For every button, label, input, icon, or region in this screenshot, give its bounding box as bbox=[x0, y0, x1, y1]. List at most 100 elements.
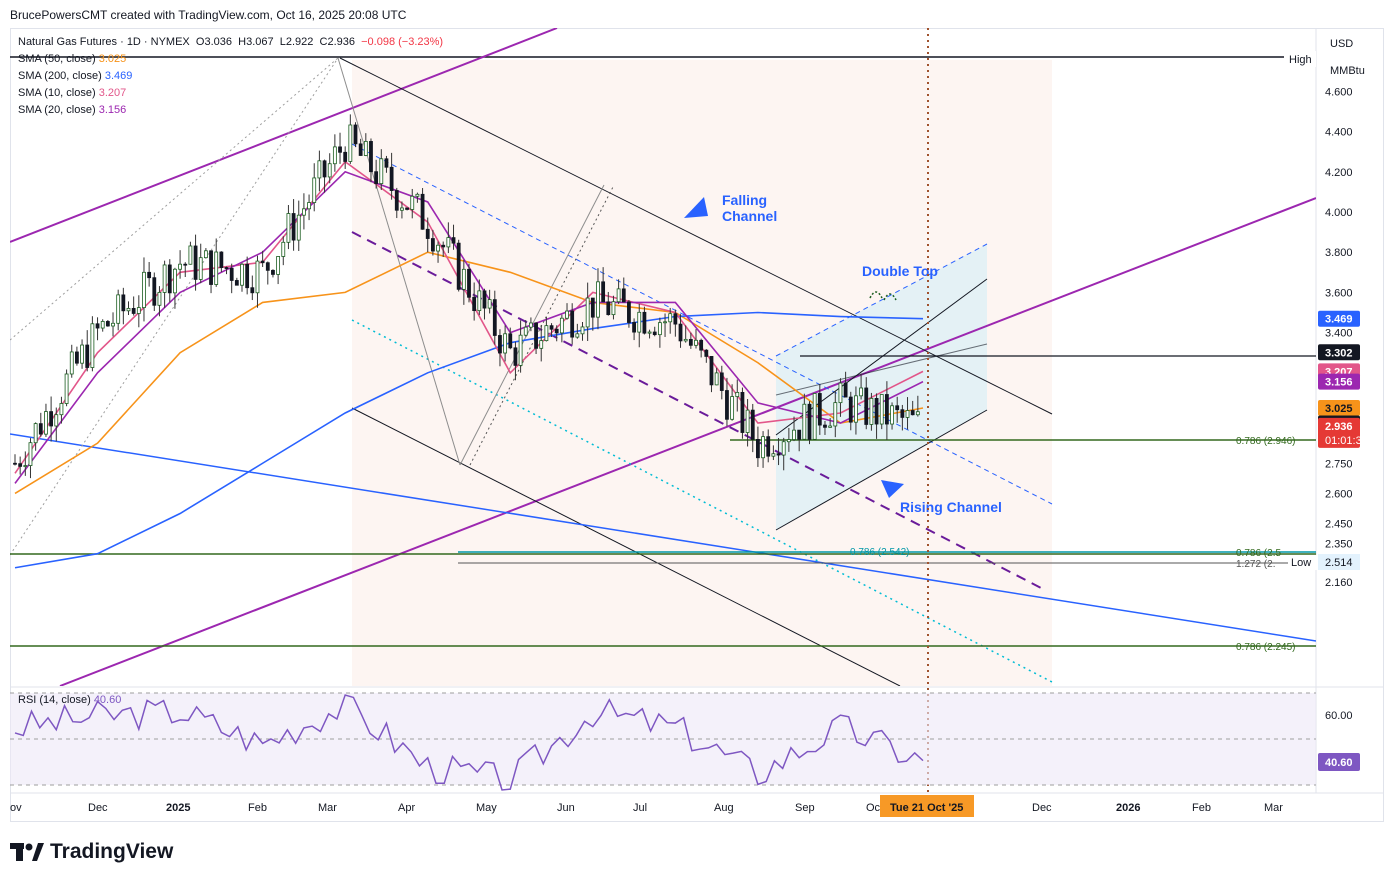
candle-body bbox=[823, 424, 827, 428]
falling-channel-midline bbox=[351, 231, 1046, 591]
time-tick-label: Oc bbox=[866, 802, 881, 814]
rsi-legend[interactable]: RSI (14, close) 40.60 bbox=[18, 694, 121, 706]
rsi-label: RSI (14, close) bbox=[18, 694, 91, 706]
indicator-sma50[interactable]: SMA (50, close) 3.025 bbox=[18, 51, 443, 68]
candle-body bbox=[621, 288, 626, 303]
time-tick-label: Feb bbox=[248, 802, 267, 814]
indicator-sma200[interactable]: SMA (200, close) 3.469 bbox=[18, 68, 443, 85]
candle-body bbox=[358, 143, 363, 156]
candle-body bbox=[23, 465, 28, 467]
candle-body bbox=[518, 334, 523, 366]
candle-body bbox=[13, 462, 17, 465]
candle-body bbox=[389, 166, 394, 191]
rising-channel-label: Rising Channel bbox=[900, 499, 1002, 515]
time-tick-label: 2026 bbox=[1116, 802, 1140, 814]
gann-line-1 bbox=[10, 57, 339, 341]
candle-body bbox=[477, 290, 482, 312]
candle-body bbox=[312, 177, 317, 203]
high-badge: High bbox=[1289, 54, 1312, 66]
candle-body bbox=[307, 202, 311, 210]
candle-body bbox=[265, 262, 270, 271]
candle-body bbox=[198, 257, 203, 280]
price-axis-currency: USD bbox=[1330, 38, 1353, 50]
price-tick-label: 2.750 bbox=[1325, 458, 1353, 470]
candle-body bbox=[884, 394, 889, 425]
tradingview-logo-icon bbox=[10, 843, 44, 861]
high-label: H bbox=[238, 36, 247, 48]
candle-body bbox=[874, 398, 879, 425]
close-label: C bbox=[319, 36, 328, 48]
swing-line-1 bbox=[337, 57, 461, 466]
candle-body bbox=[363, 141, 368, 156]
indicator-label: SMA (200, close) bbox=[18, 70, 102, 82]
time-cursor-badge: Tue 21 Oct '25 bbox=[890, 802, 963, 814]
upper-trendline bbox=[10, 28, 558, 243]
rsi-legend-value: 40.60 bbox=[93, 694, 122, 706]
candle-body bbox=[704, 349, 709, 357]
candle-body bbox=[627, 301, 631, 323]
time-tick-label: Dec bbox=[88, 802, 108, 814]
ma-line-sma-50-close- bbox=[14, 251, 924, 495]
candle-body bbox=[709, 356, 714, 386]
candle-body bbox=[111, 322, 115, 327]
price-tick-label: 2.160 bbox=[1325, 577, 1353, 589]
candle-body bbox=[699, 339, 704, 351]
candle-body bbox=[869, 398, 874, 425]
candle-body bbox=[75, 351, 79, 364]
indicator-label: SMA (20, close) bbox=[18, 104, 96, 116]
candle-body bbox=[854, 395, 858, 423]
candle-body bbox=[80, 344, 84, 364]
price-badge-bg bbox=[1318, 310, 1360, 327]
symbol-name[interactable]: Natural Gas Futures · 1D · NYMEX bbox=[18, 36, 190, 48]
candle-body bbox=[761, 436, 765, 459]
candle-body bbox=[224, 267, 229, 269]
candle-body bbox=[797, 429, 802, 440]
double-top-peak-1 bbox=[869, 291, 883, 299]
candle-body bbox=[637, 311, 642, 333]
candle-body bbox=[864, 387, 869, 425]
indicator-sma10[interactable]: SMA (10, close) 3.207 bbox=[18, 85, 443, 102]
candle-body bbox=[657, 322, 662, 336]
candle-body bbox=[126, 307, 131, 312]
candle-body bbox=[291, 213, 296, 241]
candle-body bbox=[255, 260, 260, 294]
candle-body bbox=[214, 251, 219, 285]
candle-body bbox=[343, 151, 348, 162]
tradingview-brand[interactable]: TradingView bbox=[10, 840, 173, 864]
candle-body bbox=[513, 347, 518, 366]
candle-body bbox=[183, 263, 188, 266]
candle-body bbox=[245, 263, 250, 289]
candle-body bbox=[44, 411, 48, 435]
candle-body bbox=[142, 271, 146, 308]
candle-body bbox=[105, 321, 110, 327]
indicator-value: 3.156 bbox=[98, 104, 127, 116]
candle-body bbox=[18, 463, 23, 467]
candle-body bbox=[234, 280, 239, 286]
candle-body bbox=[745, 409, 750, 433]
candle-body bbox=[559, 317, 564, 334]
rsi-value-badge: 40.60 bbox=[1325, 757, 1353, 769]
candle-body bbox=[302, 208, 306, 216]
falling-channel-arrow-icon bbox=[684, 197, 708, 218]
candle-body bbox=[590, 297, 595, 318]
candle-body bbox=[549, 325, 554, 330]
candle-body bbox=[766, 436, 771, 457]
low-badge: Low bbox=[1291, 557, 1311, 569]
symbol-info[interactable]: Natural Gas Futures · 1D · NYMEX O3.036 … bbox=[18, 34, 443, 51]
candle-body bbox=[890, 405, 894, 425]
time-tick-label: Mar bbox=[318, 802, 337, 814]
price-tick-label: 2.450 bbox=[1325, 519, 1353, 531]
rsi-line bbox=[14, 694, 924, 791]
falling-channel-bottom bbox=[351, 407, 901, 686]
candle-body bbox=[59, 403, 64, 416]
candle-body bbox=[817, 393, 822, 426]
price-tick-label: 3.600 bbox=[1325, 287, 1353, 299]
candle-body bbox=[616, 288, 621, 303]
candle-body bbox=[534, 322, 538, 349]
candle-body bbox=[802, 403, 807, 440]
indicator-sma20[interactable]: SMA (20, close) 3.156 bbox=[18, 102, 443, 119]
rsi-axis-tick: 60.00 bbox=[1325, 710, 1353, 722]
candle-body bbox=[410, 195, 415, 210]
candle-body bbox=[663, 321, 667, 324]
